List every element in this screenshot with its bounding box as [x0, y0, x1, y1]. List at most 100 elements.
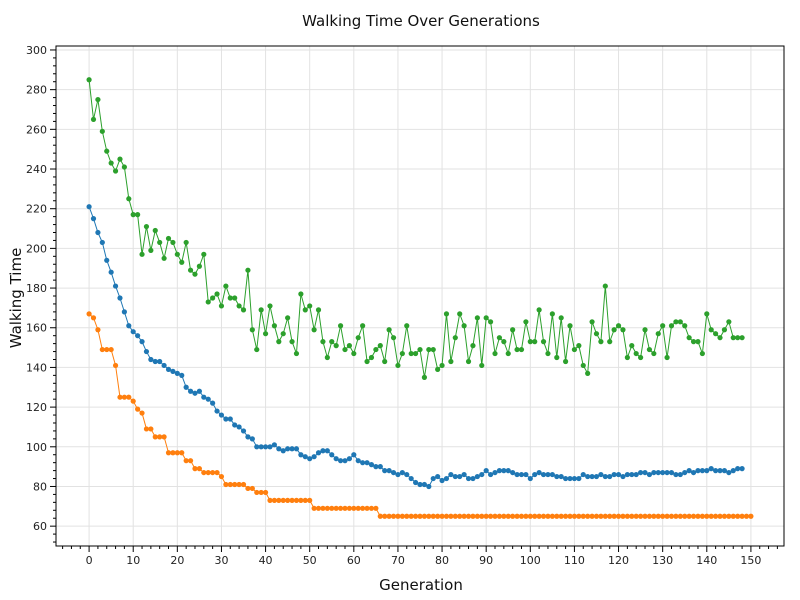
data-point — [329, 505, 335, 511]
data-point — [329, 452, 335, 458]
data-point — [293, 446, 300, 452]
data-point — [426, 483, 432, 490]
data-point — [563, 513, 569, 519]
data-point — [642, 469, 648, 476]
data-point — [271, 323, 277, 329]
data-point — [143, 348, 150, 355]
data-point — [629, 471, 635, 478]
data-point — [708, 466, 714, 472]
data-point — [457, 513, 463, 519]
x-tick-label: 150 — [740, 554, 761, 567]
data-point — [545, 471, 551, 478]
data-point — [496, 468, 503, 474]
data-point — [364, 460, 370, 466]
data-point — [677, 513, 683, 519]
data-point — [390, 513, 397, 519]
data-point — [399, 469, 405, 476]
data-point — [452, 473, 458, 480]
y-tick-label: 200 — [26, 242, 47, 255]
data-point — [395, 471, 401, 478]
data-point — [571, 475, 578, 482]
data-point — [585, 513, 591, 519]
data-point — [465, 358, 472, 365]
data-point — [368, 462, 375, 468]
data-point — [593, 473, 600, 480]
data-point — [276, 497, 282, 503]
data-point — [598, 339, 604, 345]
data-point — [532, 339, 538, 345]
data-point — [620, 473, 626, 480]
data-point — [726, 319, 732, 325]
data-point — [563, 358, 569, 365]
data-point — [130, 329, 136, 335]
y-tick-label: 240 — [26, 163, 47, 176]
data-point — [708, 513, 714, 519]
data-point — [99, 128, 105, 134]
data-point — [668, 469, 675, 476]
data-point — [686, 335, 692, 341]
data-point — [205, 299, 211, 305]
data-point — [307, 456, 313, 462]
data-point — [540, 339, 547, 345]
data-point — [673, 319, 679, 325]
data-point — [452, 335, 458, 341]
data-point — [510, 327, 516, 333]
data-point — [258, 307, 264, 313]
data-point — [655, 513, 661, 519]
data-point — [461, 471, 467, 478]
data-point — [174, 251, 180, 257]
data-point — [686, 513, 692, 519]
data-point — [730, 468, 736, 474]
data-point — [174, 370, 180, 376]
x-tick-label: 10 — [126, 554, 140, 567]
data-point — [730, 335, 736, 341]
data-point — [311, 327, 317, 333]
data-point — [205, 469, 211, 476]
data-point — [320, 448, 326, 454]
data-point — [112, 168, 119, 174]
data-point — [695, 468, 701, 474]
data-point — [157, 239, 163, 246]
data-point — [346, 343, 353, 349]
data-point — [130, 212, 136, 218]
data-point — [523, 319, 529, 325]
data-point — [523, 513, 529, 519]
data-point — [289, 497, 295, 503]
data-point — [311, 505, 317, 511]
data-point — [192, 271, 198, 277]
data-point — [218, 473, 225, 480]
data-point — [108, 346, 114, 353]
data-point — [554, 354, 560, 361]
data-point — [285, 446, 291, 452]
data-point — [638, 513, 644, 519]
data-point — [739, 513, 745, 519]
data-point — [262, 489, 269, 496]
data-point — [90, 116, 97, 123]
data-point — [210, 400, 216, 406]
data-point — [346, 505, 353, 511]
data-point — [699, 468, 705, 474]
data-point — [483, 315, 489, 321]
data-point — [607, 339, 613, 345]
data-point — [540, 513, 547, 519]
data-point — [646, 471, 653, 478]
data-point — [479, 471, 485, 478]
data-point — [585, 473, 591, 480]
data-point — [713, 513, 719, 519]
data-point — [589, 473, 595, 480]
data-point — [311, 454, 317, 460]
data-point — [461, 513, 467, 519]
y-tick-label: 300 — [26, 44, 47, 57]
data-point — [192, 466, 198, 472]
data-point — [108, 269, 114, 275]
data-point — [302, 454, 308, 460]
data-point — [245, 434, 251, 440]
data-point — [249, 436, 255, 442]
data-point — [576, 475, 582, 482]
data-point — [571, 346, 578, 353]
data-point — [152, 434, 158, 440]
data-point — [510, 513, 516, 519]
data-point — [607, 513, 613, 519]
data-point — [165, 450, 172, 456]
